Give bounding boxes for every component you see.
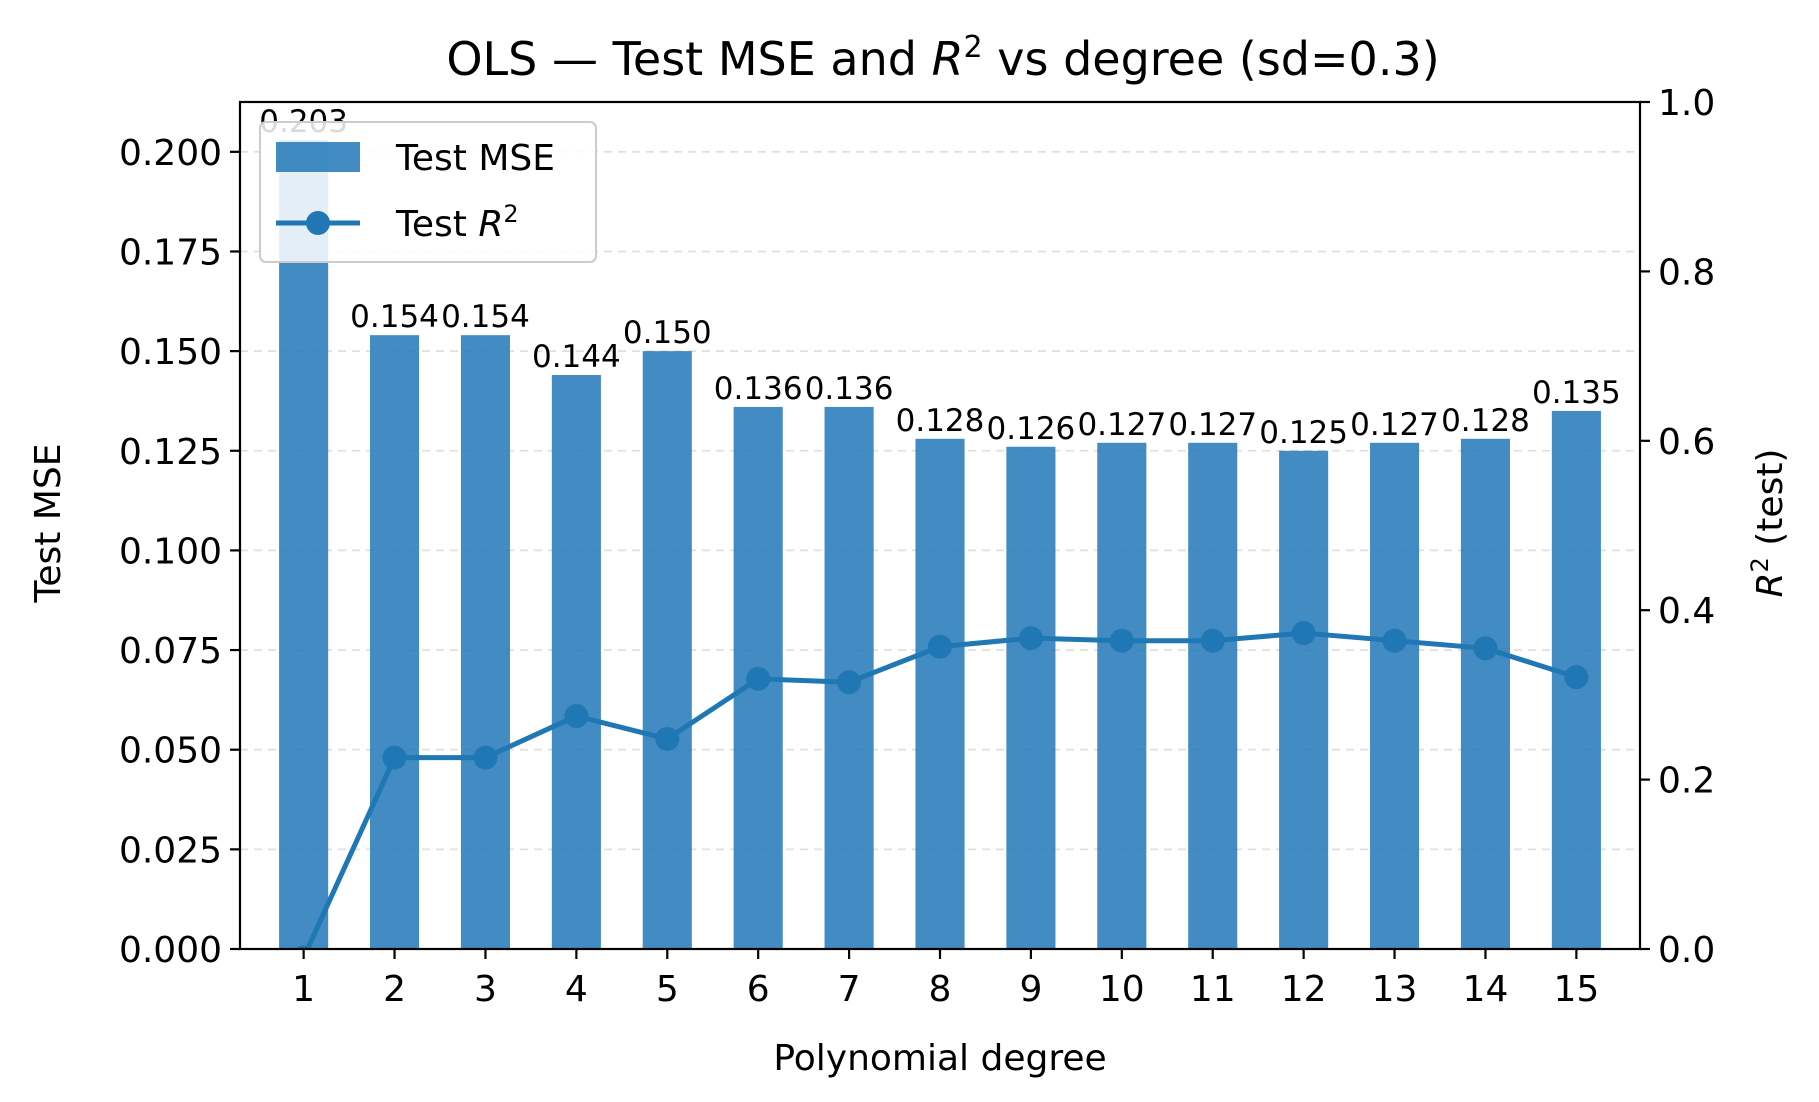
chart-title-italic: R — [932, 32, 964, 86]
bar[interactable] — [1097, 442, 1147, 949]
bar-data-label: 0.154 — [441, 299, 530, 335]
r2-point[interactable] — [1473, 636, 1498, 661]
y2-tick-label: 1.0 — [1658, 83, 1715, 124]
legend-r2-before: Test — [395, 204, 478, 245]
bar-data-label: 0.126 — [987, 411, 1076, 447]
chart-title-before: OLS — Test MSE and — [446, 32, 931, 86]
chart-title: OLS — Test MSE and R2 vs degree (sd=0.3) — [446, 30, 1439, 86]
bar-data-label: 0.127 — [1168, 407, 1257, 443]
legend-r2-sup: 2 — [503, 200, 518, 228]
axes-layer: 0.0000.0250.0500.0750.1000.1250.1500.175… — [119, 83, 1715, 1010]
y2-tick-label: 0.2 — [1658, 761, 1715, 802]
bar-data-label: 0.136 — [714, 371, 803, 407]
r2-point[interactable] — [473, 745, 498, 770]
legend-swatch-marker — [306, 211, 330, 235]
x-axis-label: Polynomial degree — [773, 1038, 1106, 1079]
x-tick-label: 6 — [747, 969, 770, 1010]
x-tick-label: 4 — [565, 969, 588, 1010]
bar[interactable] — [1188, 442, 1238, 949]
y2-tick-label: 0.4 — [1658, 591, 1715, 632]
y-axis-label: Test MSE — [28, 444, 69, 604]
legend-layer: Test MSE Test R2 — [259, 121, 597, 263]
bar[interactable] — [551, 375, 601, 949]
r2-point[interactable] — [1018, 626, 1043, 651]
bar[interactable] — [915, 438, 965, 949]
y2-label-after: (test) — [1750, 449, 1791, 558]
r2-point[interactable] — [564, 704, 589, 729]
r2-point[interactable] — [1200, 628, 1225, 653]
x-tick-label: 10 — [1099, 969, 1145, 1010]
bar[interactable] — [642, 351, 692, 949]
r2-point[interactable] — [382, 745, 407, 770]
x-tick-label: 14 — [1463, 969, 1509, 1010]
x-tick-label: 3 — [474, 969, 497, 1010]
bar[interactable] — [279, 139, 329, 950]
y-tick-label: 0.150 — [119, 332, 222, 373]
x-tick-label: 1 — [292, 969, 315, 1010]
bar[interactable] — [1006, 446, 1056, 949]
bar[interactable] — [1370, 442, 1420, 949]
bar-data-label: 0.125 — [1259, 415, 1348, 451]
chart-title-sup: 2 — [964, 30, 983, 65]
y2-axis-label: R2 (test) — [1746, 449, 1791, 598]
y-tick-label: 0.175 — [119, 232, 222, 273]
x-tick-label: 5 — [656, 969, 679, 1010]
bar[interactable] — [460, 335, 510, 950]
x-tick-label: 12 — [1281, 969, 1327, 1010]
bar-data-label: 0.136 — [805, 371, 894, 407]
y2-label-sup: 2 — [1746, 557, 1774, 572]
r2-point[interactable] — [746, 666, 771, 691]
bar[interactable] — [370, 335, 420, 950]
y-tick-label: 0.075 — [119, 631, 222, 672]
y2-tick-label: 0.8 — [1658, 252, 1715, 293]
r2-point[interactable] — [1564, 665, 1589, 690]
x-tick-label: 13 — [1372, 969, 1418, 1010]
line-layer — [295, 621, 1589, 949]
bar-data-label: 0.128 — [1441, 403, 1530, 439]
legend-label-r2: Test R2 — [395, 200, 519, 245]
y2-tick-label: 0.6 — [1658, 422, 1715, 463]
r2-point[interactable] — [928, 634, 952, 659]
bar-data-label: 0.135 — [1532, 375, 1621, 411]
y2-tick-label: 0.0 — [1658, 930, 1715, 971]
x-tick-label: 15 — [1553, 969, 1599, 1010]
bar-data-label: 0.127 — [1077, 407, 1166, 443]
r2-point[interactable] — [655, 726, 680, 751]
r2-point[interactable] — [1109, 628, 1134, 653]
bar[interactable] — [1460, 438, 1510, 949]
bar-data-label: 0.154 — [350, 299, 439, 335]
y-tick-label: 0.000 — [119, 930, 222, 971]
bar-data-label: 0.128 — [896, 403, 985, 439]
y-tick-label: 0.125 — [119, 432, 222, 473]
r2-point[interactable] — [837, 670, 862, 695]
y-tick-label: 0.025 — [119, 830, 222, 871]
x-tick-label: 2 — [383, 969, 406, 1010]
legend-r2-italic: R — [478, 204, 503, 245]
bar-data-label: 0.150 — [623, 315, 712, 351]
r2-point[interactable] — [1382, 628, 1407, 653]
y-tick-label: 0.050 — [119, 731, 222, 772]
legend-swatch-bar — [276, 142, 360, 172]
x-tick-label: 9 — [1019, 969, 1042, 1010]
bar-data-label: 0.144 — [532, 339, 621, 375]
y-tick-label: 0.200 — [119, 133, 222, 174]
legend-label-mse: Test MSE — [395, 138, 555, 179]
y2-label-italic: R — [1750, 572, 1791, 597]
r2-point[interactable] — [1291, 621, 1316, 646]
bar-data-label: 0.127 — [1350, 407, 1439, 443]
chart-title-after: vs degree (sd=0.3) — [983, 32, 1440, 86]
bar[interactable] — [1279, 450, 1329, 949]
y-tick-label: 0.100 — [119, 531, 222, 572]
x-tick-label: 7 — [838, 969, 861, 1010]
bar-label-layer: 0.2030.1540.1540.1440.1500.1360.1360.128… — [259, 104, 1620, 451]
x-tick-label: 11 — [1190, 969, 1236, 1010]
x-tick-label: 8 — [929, 969, 952, 1010]
